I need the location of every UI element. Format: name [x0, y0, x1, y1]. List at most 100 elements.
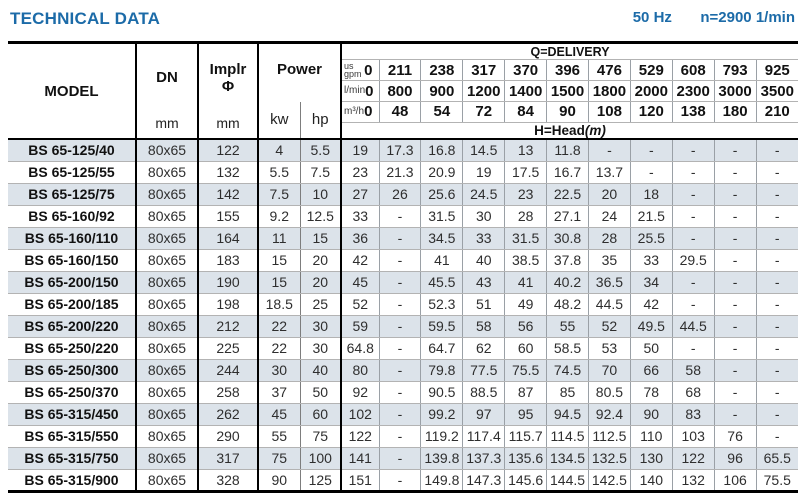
table-header: MODEL DN mm Implr Φ mm [8, 42, 798, 140]
delivery-value: 317 [462, 59, 505, 81]
head-value-cell: - [755, 271, 798, 294]
kw-cell: 9.2 [257, 205, 300, 228]
head-value-cell: - [713, 249, 757, 272]
head-value-cell: - [587, 139, 631, 162]
hp-cell: 60 [299, 403, 342, 426]
hp-column-header: hp [299, 101, 342, 140]
head-value-cell: 16.7 [546, 161, 589, 184]
head-value-cell: 50 [629, 337, 673, 360]
head-value-cell: 75.5 [755, 469, 798, 493]
head-value-cell: 23 [340, 161, 380, 184]
delivery-value: 476 [587, 59, 631, 81]
dn-cell: 80x65 [135, 337, 198, 360]
head-value-cell: 53 [587, 337, 631, 360]
dn-label: DN [156, 69, 178, 86]
delivery-value: 1400 [504, 80, 547, 102]
hp-cell: 25 [299, 293, 342, 316]
head-value-cell: - [713, 359, 757, 382]
table-row: BS 65-315/450 80x65 262 45 60 102-99.2 97 95 94.… [8, 403, 798, 426]
model-cell: BS 65-160/150 [8, 249, 136, 272]
head-value-cell: 94.5 [546, 403, 589, 426]
head-value-cell: - [629, 161, 673, 184]
head-value-cell: 68 [671, 381, 715, 404]
head-value-cell: 122 [671, 447, 715, 470]
head-value-cell: 114.5 [546, 425, 589, 448]
hp-cell: 30 [299, 337, 342, 360]
table-row: BS 65-125/75 80x65 142 7.5 10 27 26 25.6 24.5 23 2… [8, 183, 798, 206]
head-value-cell: 52 [340, 293, 380, 316]
head-unit-text: (m) [584, 122, 606, 138]
delivery-value: 608 [671, 59, 715, 81]
head-value-cell: - [671, 161, 715, 184]
dn-cell: 80x65 [135, 227, 198, 250]
page-title: TECHNICAL DATA [10, 9, 161, 28]
model-cell: BS 65-160/92 [8, 205, 136, 228]
head-value-cell: 23 [504, 183, 547, 206]
delivery-value: 2300 [671, 80, 715, 102]
hp-cell: 15 [299, 227, 342, 250]
model-cell: BS 65-125/75 [8, 183, 136, 206]
table-row: BS 65-160/92 80x65 155 9.2 12.5 33-31.5 30 28 27… [8, 205, 798, 228]
implr-cell: 190 [197, 271, 258, 294]
head-value-cell: 75.5 [504, 359, 547, 382]
head-value-cell: 139.8 [420, 447, 463, 470]
delivery-unit-cell: us gpm 0 [344, 61, 376, 79]
impeller-phi-symbol: Φ [221, 77, 235, 95]
table-row: BS 65-125/40 80x65 122 4 5.5 19 17.3 16.8 14.5 13… [8, 139, 798, 162]
delivery-value: 793 [713, 59, 757, 81]
head-value-cell: - [713, 227, 757, 250]
head-value-cell: - [378, 359, 421, 382]
head-value-cell: 35 [587, 249, 631, 272]
kw-cell: 90 [257, 469, 300, 493]
dn-cell: 80x65 [135, 359, 198, 382]
head-value-cell: 117.4 [462, 425, 505, 448]
head-value-cell: 145.6 [504, 469, 547, 493]
head-value-cell: 11.8 [546, 139, 589, 162]
head-value-cell: 14.5 [462, 139, 505, 162]
model-cell: BS 65-315/450 [8, 403, 136, 426]
head-value-cell: - [755, 293, 798, 316]
head-value-cell: - [378, 227, 421, 250]
head-value-cell: 97 [462, 403, 505, 426]
head-value-cell: - [713, 161, 757, 184]
impeller-label: Implr [209, 60, 247, 78]
kw-cell: 75 [257, 447, 300, 470]
delivery-value: 1800 [587, 80, 631, 102]
head-value-cell: 37.8 [546, 249, 589, 272]
delivery-value: 370 [504, 59, 547, 81]
head-value-cell: 80.5 [587, 381, 631, 404]
delivery-value: 925 [755, 59, 798, 81]
head-value-cell: 80 [340, 359, 380, 382]
kw-cell: 18.5 [257, 293, 300, 316]
kw-cell: 22 [257, 337, 300, 360]
head-value-cell: 25.5 [629, 227, 673, 250]
head-value-cell: 28 [587, 227, 631, 250]
dn-cell: 80x65 [135, 205, 198, 228]
head-value-cell: - [378, 403, 421, 426]
head-value-cell: - [755, 139, 798, 162]
delivery-value: 84 [504, 101, 547, 123]
hp-cell: 7.5 [299, 161, 342, 184]
head-value-cell: 66 [629, 359, 673, 382]
delivery-value: 529 [629, 59, 673, 81]
head-value-cell: 122 [340, 425, 380, 448]
model-cell: BS 65-200/185 [8, 293, 136, 316]
delivery-value: 48 [378, 101, 421, 123]
kw-column-header: kw [257, 101, 300, 140]
implr-cell: 164 [197, 227, 258, 250]
kw-cell: 45 [257, 403, 300, 426]
head-value-cell: 140 [629, 469, 673, 493]
head-value-cell: - [378, 447, 421, 470]
delivery-value: 210 [755, 101, 798, 123]
head-value-cell: - [713, 337, 757, 360]
delivery-value: 1500 [546, 80, 589, 102]
head-value-cell: - [713, 271, 757, 294]
head-value-cell: 19 [462, 161, 505, 184]
delivery-value: 180 [713, 101, 757, 123]
head-value-cell: 102 [340, 403, 380, 426]
head-value-cell: - [755, 183, 798, 206]
dn-unit-label: mm [155, 115, 179, 131]
head-value-cell: - [755, 359, 798, 382]
head-value-cell: - [378, 293, 421, 316]
head-value-cell: 31.5 [504, 227, 547, 250]
